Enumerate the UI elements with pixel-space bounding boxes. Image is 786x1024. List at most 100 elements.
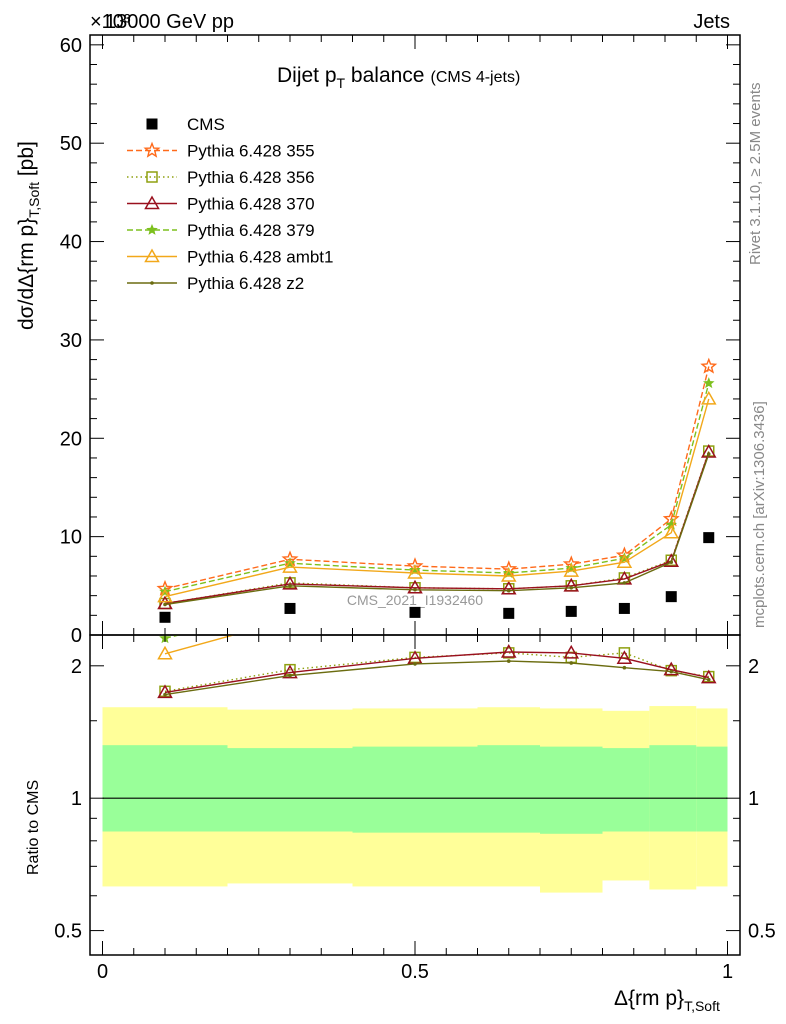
ratio-point-z2	[413, 662, 417, 666]
ratio-point-p370	[663, 661, 680, 676]
y-tick-label: 60	[60, 35, 82, 57]
uncertainty-band-inner	[696, 746, 728, 832]
legend-item-p379: Pythia 6.428 379	[127, 221, 315, 240]
ratio-series-z2	[163, 659, 711, 697]
legend-label-p355: Pythia 6.428 355	[187, 142, 315, 161]
ratio-point-p379	[567, 595, 577, 604]
legend-item-p356: Pythia 6.428 356	[127, 168, 315, 187]
uncertainty-band-inner	[227, 748, 353, 832]
data-point-ambt1	[407, 565, 423, 579]
data-point-CMS	[284, 602, 296, 614]
data-point-CMS	[665, 591, 677, 603]
energy-label: 13000 GeV pp	[105, 11, 234, 33]
legend-item-p355: Pythia 6.428 355	[127, 142, 315, 161]
data-point-p370	[500, 580, 517, 595]
data-point-ambt1	[282, 559, 298, 573]
legend-label-p370: Pythia 6.428 370	[187, 195, 315, 214]
ratio-point-p370	[563, 644, 580, 659]
data-point-z2	[569, 585, 574, 590]
legend-label-ambt1: Pythia 6.428 ambt1	[187, 248, 333, 267]
series-line-ambt1	[164, 398, 710, 598]
data-point-z2	[669, 560, 674, 565]
data-point-ambt1	[500, 567, 517, 582]
ratio-point-p370	[157, 684, 173, 699]
ratio-point-p355	[283, 591, 296, 604]
ratio-point-z2	[163, 692, 167, 697]
series-line-p356	[164, 450, 710, 605]
process-label: Jets	[693, 11, 730, 33]
ratio-point-ambt1	[665, 604, 678, 616]
data-point-z2	[622, 581, 627, 585]
legend-label-CMS: CMS	[187, 115, 225, 134]
source-label: mcplots.cern.ch [arXiv:1306.3436]	[751, 401, 768, 628]
data-point-p379	[702, 377, 715, 389]
ratio-point-p370	[282, 664, 298, 679]
data-point-z2	[413, 587, 417, 592]
data-point-CMS	[618, 602, 630, 614]
series-line-z2	[164, 453, 710, 606]
series-line-p379	[164, 383, 710, 593]
x-axis-label: Δ{rm p}T,Soft	[614, 987, 720, 1014]
x-tick-label: 0	[97, 961, 108, 983]
y-tick-label: 10	[60, 527, 82, 549]
legend-marker-p379	[146, 223, 158, 235]
uncertainty-band-inner	[540, 746, 603, 834]
ratio-point-p370	[500, 643, 517, 658]
ratio-point-p379	[704, 611, 714, 620]
y-tick-label: 30	[60, 330, 82, 352]
analysis-watermark: CMS_2021_I1932460	[347, 592, 483, 608]
ratio-point-z2	[706, 677, 711, 682]
legend-item-CMS: CMS	[146, 115, 225, 134]
data-point-p379	[565, 562, 578, 574]
uncertainty-band-inner	[102, 745, 228, 832]
ratio-point-p370	[616, 650, 633, 665]
ratio-point-p355	[702, 597, 715, 610]
ratio-series-ambt1	[157, 604, 717, 660]
data-point-CMS	[565, 605, 577, 617]
legend-label-p379: Pythia 6.428 379	[187, 221, 315, 240]
data-point-p355	[700, 357, 718, 374]
data-point-p370	[700, 444, 717, 458]
ratio-y-tick-label: 2	[71, 656, 82, 678]
legend-marker-p356	[146, 171, 158, 183]
series-CMS	[159, 532, 715, 623]
ratio-y-tick-label-right: 2	[748, 656, 759, 678]
series-line-p370	[164, 451, 710, 605]
data-point-CMS	[703, 532, 715, 544]
series-z2	[163, 452, 711, 607]
y-tick-label: 40	[60, 232, 82, 254]
ratio-point-z2	[288, 673, 292, 678]
legend-marker-CMS	[146, 118, 158, 130]
ratio-point-z2	[506, 659, 511, 663]
ratio-point-p355	[665, 580, 678, 593]
ratio-y-tick-label-right: 1	[748, 788, 759, 810]
series-p379	[159, 377, 715, 597]
data-point-ambt1	[700, 390, 717, 405]
legend-marker-ambt1	[144, 248, 160, 263]
legend-marker-p355	[143, 141, 161, 158]
series-p355	[156, 357, 718, 596]
data-point-CMS	[159, 611, 171, 623]
data-point-CMS	[409, 606, 421, 618]
ratio-y-tick-label: 1	[71, 788, 82, 810]
data-point-p379	[284, 557, 296, 569]
chart-title: Dijet pT balance (CMS 4-jets)	[277, 64, 520, 91]
y-exponent-label: ×10³	[90, 11, 131, 33]
ratio-series-p370	[157, 643, 717, 699]
data-point-p379	[502, 566, 515, 579]
series-line-p355	[164, 366, 710, 590]
ratio-series-p356	[159, 647, 715, 698]
legend-marker-p370	[144, 195, 160, 210]
data-point-p370	[407, 579, 423, 594]
data-point-ambt1	[157, 588, 173, 603]
data-point-CMS	[503, 607, 515, 619]
data-point-z2	[288, 584, 292, 588]
ratio-y-tick-label: 0.5	[54, 921, 82, 943]
data-point-p370	[563, 577, 580, 592]
ratio-point-p370	[700, 669, 717, 684]
y-tick-label: 50	[60, 133, 82, 155]
ratio-line-z2	[164, 660, 709, 696]
ratio-point-z2	[622, 665, 627, 670]
rivet-version-label: Rivet 3.1.10, ≥ 2.5M events	[747, 83, 764, 266]
